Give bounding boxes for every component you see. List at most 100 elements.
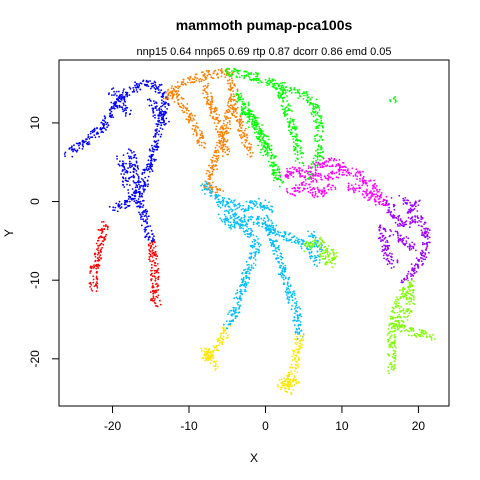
data-point bbox=[401, 241, 404, 243]
data-point bbox=[264, 78, 267, 81]
data-point bbox=[156, 109, 158, 111]
data-point bbox=[222, 143, 225, 146]
data-point bbox=[241, 124, 244, 127]
data-point bbox=[234, 317, 237, 319]
data-point bbox=[410, 275, 412, 277]
data-point bbox=[299, 174, 302, 177]
data-point bbox=[292, 175, 295, 178]
data-point bbox=[225, 332, 227, 335]
y-tick-label: 0 bbox=[28, 198, 42, 205]
data-point bbox=[225, 337, 228, 339]
data-point bbox=[414, 205, 417, 208]
data-point bbox=[85, 142, 88, 145]
data-point bbox=[220, 144, 223, 147]
data-point bbox=[391, 330, 394, 333]
data-point bbox=[150, 154, 153, 157]
data-point bbox=[155, 257, 158, 260]
data-point bbox=[217, 149, 219, 152]
data-point bbox=[236, 119, 239, 121]
data-point bbox=[165, 91, 167, 94]
data-point bbox=[208, 73, 210, 76]
data-point bbox=[192, 133, 195, 136]
data-point bbox=[189, 81, 192, 84]
data-point bbox=[160, 116, 163, 119]
data-point bbox=[155, 85, 158, 87]
data-point bbox=[299, 190, 301, 193]
data-point bbox=[401, 287, 404, 290]
data-point bbox=[125, 206, 128, 209]
data-point bbox=[211, 190, 213, 193]
data-point bbox=[311, 195, 314, 197]
data-point bbox=[238, 134, 241, 137]
data-point bbox=[151, 269, 153, 272]
data-point bbox=[94, 252, 97, 255]
data-point bbox=[402, 309, 405, 312]
data-point bbox=[206, 85, 209, 88]
data-point bbox=[96, 257, 99, 259]
data-point bbox=[195, 125, 198, 128]
data-point bbox=[154, 90, 157, 93]
data-point bbox=[242, 276, 245, 279]
data-point bbox=[286, 190, 288, 193]
data-point bbox=[291, 349, 294, 352]
data-point bbox=[294, 342, 297, 344]
data-point bbox=[245, 140, 248, 142]
data-point bbox=[152, 295, 155, 298]
data-point bbox=[240, 278, 243, 281]
data-point bbox=[284, 276, 287, 279]
data-point bbox=[280, 86, 283, 89]
data-point bbox=[348, 174, 351, 176]
data-point bbox=[232, 309, 235, 311]
data-point bbox=[399, 297, 402, 299]
data-point bbox=[214, 160, 217, 162]
data-point bbox=[214, 118, 216, 121]
data-point bbox=[220, 75, 223, 78]
data-point bbox=[106, 225, 109, 228]
data-point bbox=[297, 242, 300, 245]
data-point bbox=[142, 185, 145, 188]
data-point bbox=[243, 76, 246, 79]
data-point bbox=[223, 138, 226, 141]
data-point bbox=[212, 164, 215, 167]
data-point bbox=[266, 84, 268, 87]
data-point bbox=[417, 267, 420, 269]
data-point bbox=[259, 203, 261, 206]
data-point bbox=[188, 121, 190, 124]
data-point bbox=[288, 291, 291, 294]
data-point bbox=[320, 192, 323, 195]
data-point bbox=[218, 205, 220, 208]
data-point bbox=[147, 225, 150, 228]
data-point bbox=[204, 356, 207, 359]
data-point bbox=[294, 312, 296, 315]
data-point bbox=[216, 338, 219, 341]
data-point bbox=[280, 89, 282, 91]
data-point bbox=[289, 87, 292, 90]
data-point bbox=[117, 163, 120, 166]
data-point bbox=[157, 278, 160, 281]
data-point bbox=[154, 129, 157, 132]
data-point bbox=[266, 155, 269, 157]
data-point bbox=[182, 107, 185, 109]
data-point bbox=[346, 169, 349, 172]
data-point bbox=[244, 280, 247, 283]
data-point bbox=[162, 97, 165, 100]
data-point bbox=[98, 135, 100, 138]
data-point bbox=[207, 178, 210, 180]
data-point bbox=[319, 255, 322, 258]
data-point bbox=[243, 129, 246, 132]
data-point bbox=[321, 151, 324, 154]
data-point bbox=[263, 146, 266, 149]
data-point bbox=[316, 239, 319, 242]
data-point bbox=[95, 283, 97, 285]
data-point bbox=[332, 177, 334, 180]
data-point bbox=[204, 185, 207, 187]
data-point bbox=[144, 176, 147, 179]
data-point bbox=[122, 176, 124, 179]
data-point bbox=[159, 135, 162, 138]
data-point bbox=[244, 127, 247, 130]
data-point bbox=[390, 361, 392, 364]
data-point bbox=[241, 100, 244, 103]
data-point bbox=[334, 186, 337, 189]
data-point bbox=[150, 279, 153, 282]
data-point bbox=[247, 204, 250, 207]
